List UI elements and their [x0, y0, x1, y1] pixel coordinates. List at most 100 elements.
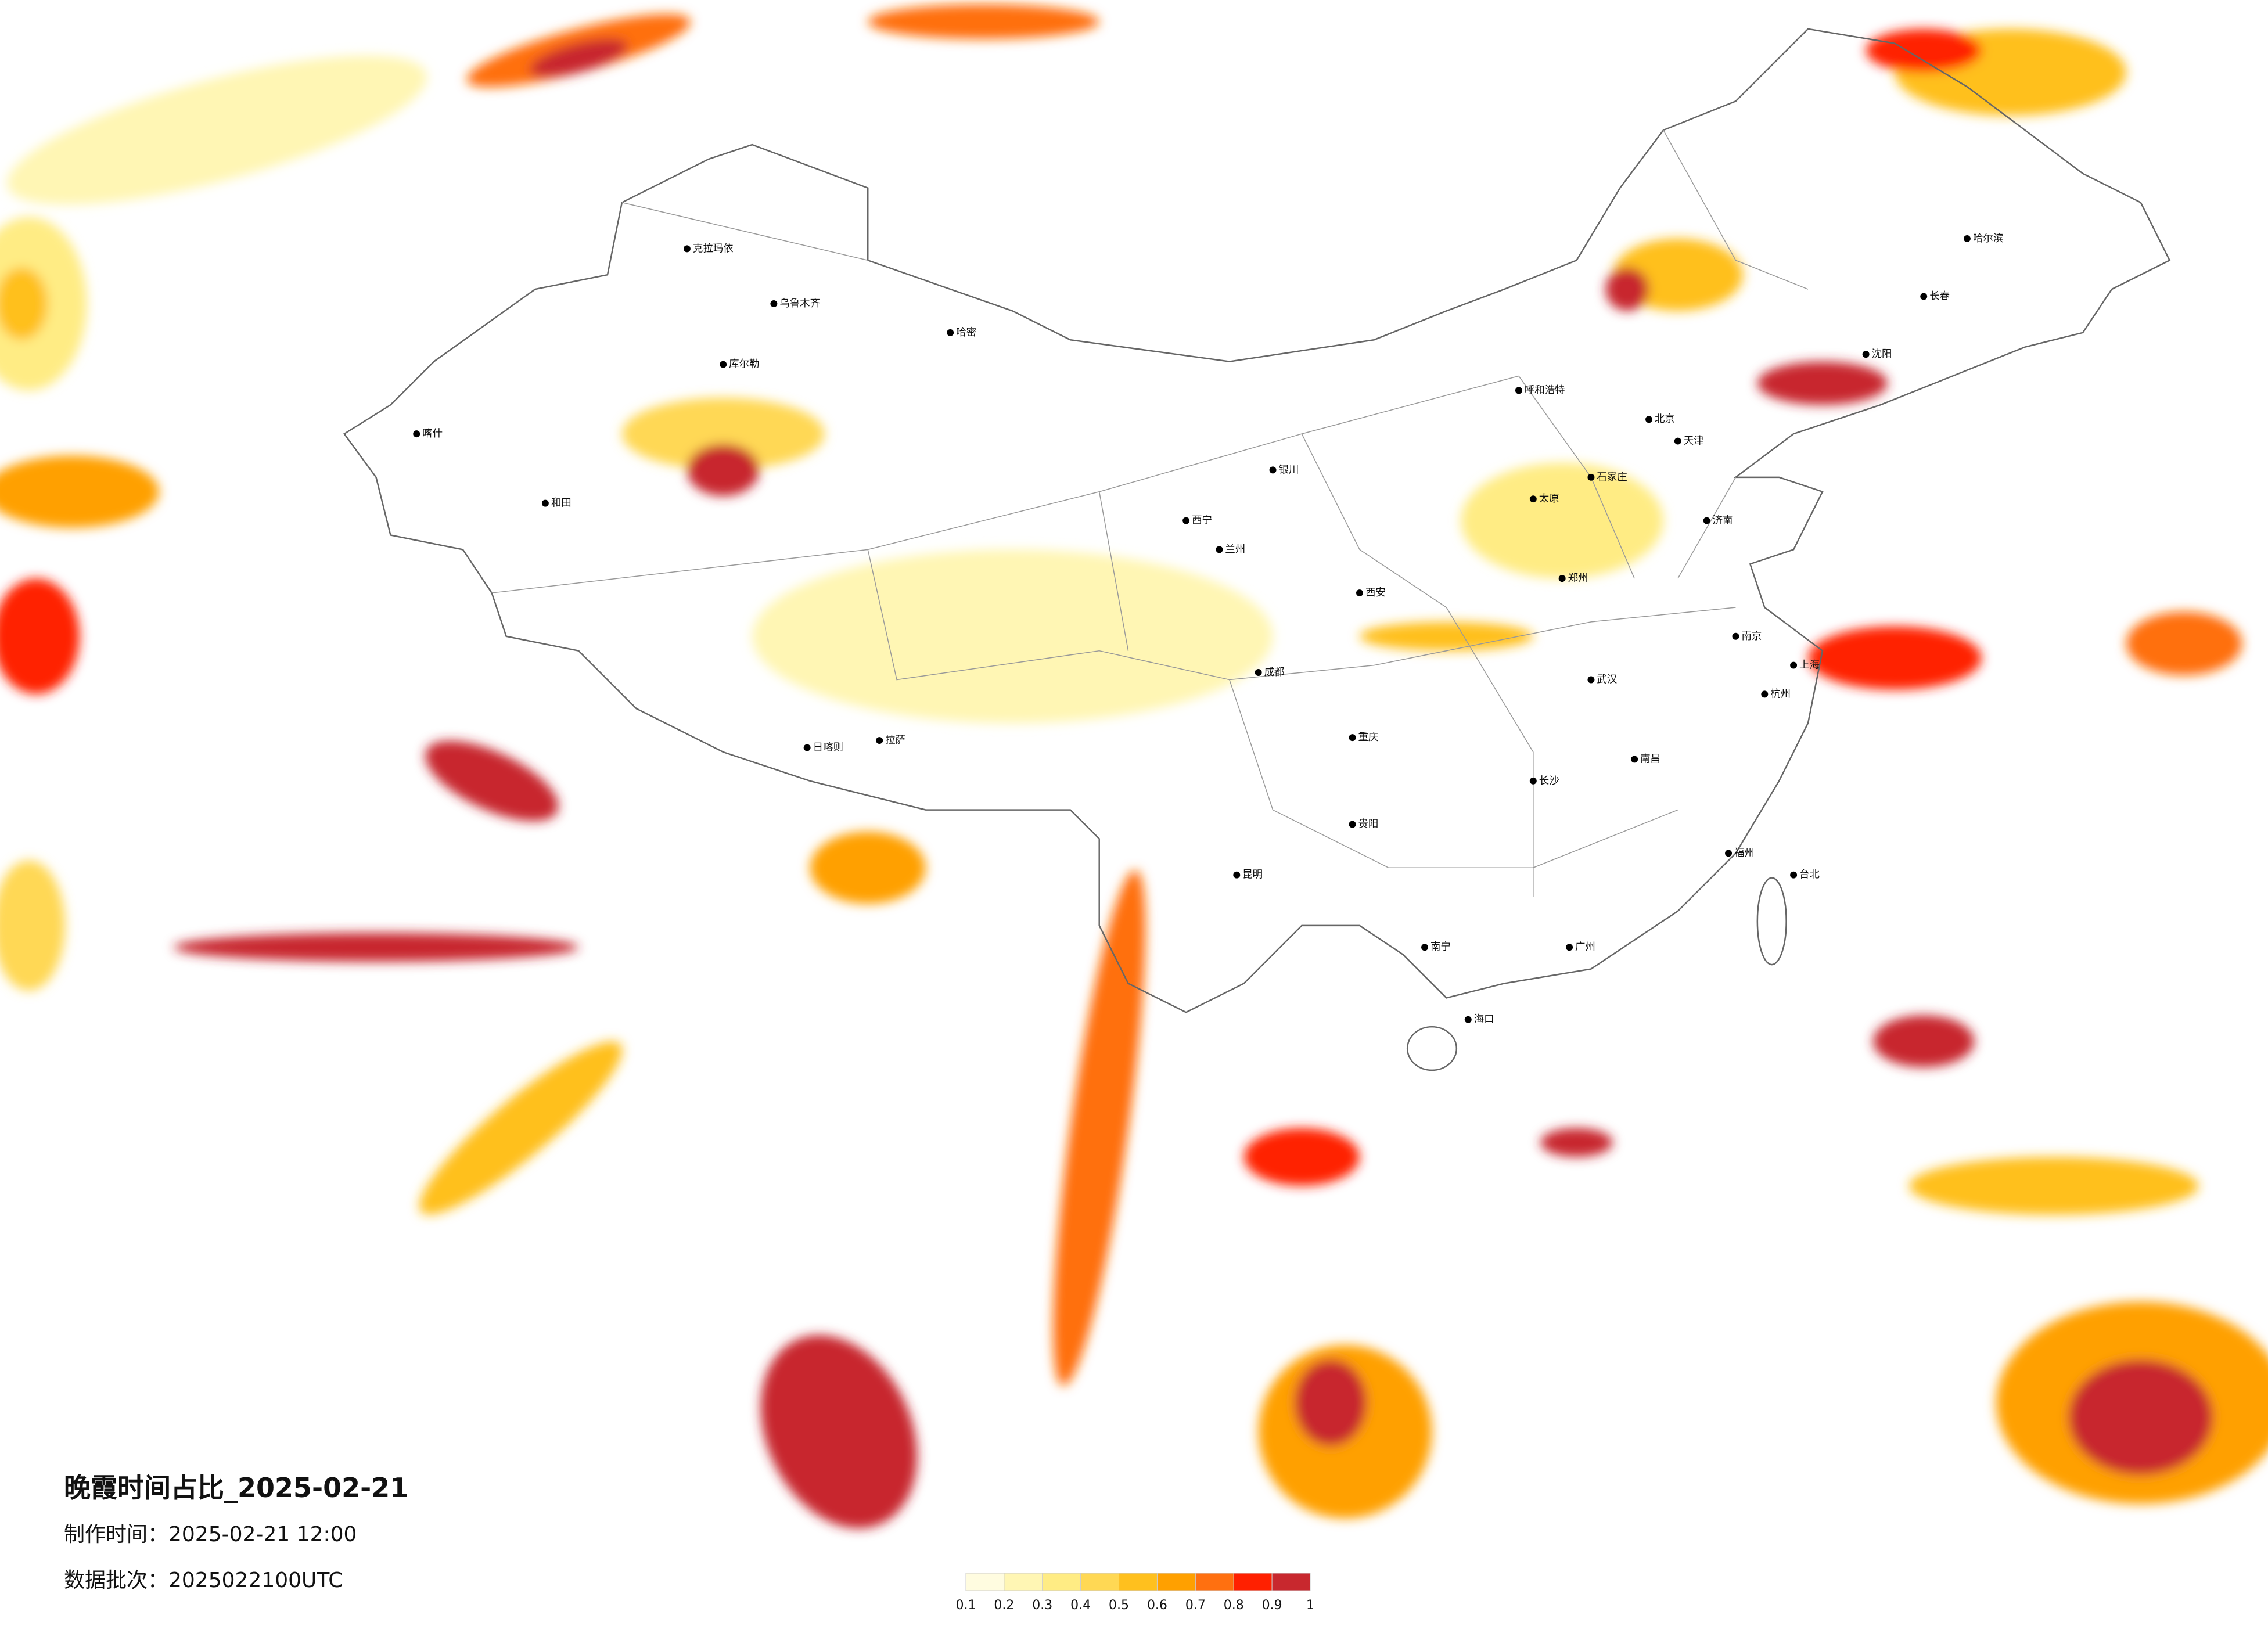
city-dot [1725, 850, 1733, 857]
city-dot [1790, 871, 1798, 879]
island-outline [1406, 1026, 1458, 1071]
city-label: 库尔勒 [729, 359, 759, 370]
city-dot [1631, 756, 1638, 763]
city-dot [1703, 517, 1710, 524]
city-dot [1233, 871, 1241, 879]
legend-tick: 0.1 [956, 1598, 976, 1613]
legend-tick: 0.8 [1224, 1598, 1244, 1613]
made-time: 制作时间：2025-02-21 12:00 [64, 1523, 357, 1546]
city-label: 南京 [1741, 631, 1762, 642]
legend-swatch [1271, 1573, 1311, 1591]
city-dot [1515, 387, 1522, 394]
city-label: 台北 [1799, 869, 1820, 881]
city-dot [1356, 589, 1363, 597]
city-dot [1963, 235, 1971, 242]
city-dot [770, 300, 778, 307]
legend-swatch [1156, 1573, 1196, 1591]
legend-tick: 0.2 [994, 1598, 1014, 1613]
city-label: 西宁 [1192, 515, 1212, 527]
city-dot [1558, 575, 1566, 582]
city-dot [1269, 466, 1277, 474]
city-label: 哈密 [956, 327, 976, 339]
city-dot [1566, 944, 1573, 951]
city-label: 贵阳 [1358, 819, 1378, 830]
city-dot [1464, 1016, 1472, 1023]
city-label: 重庆 [1358, 732, 1378, 743]
legend-tick: 0.6 [1147, 1598, 1167, 1613]
legend-swatch [965, 1573, 1005, 1591]
city-label: 呼和浩特 [1525, 384, 1565, 396]
legend-swatch [1080, 1573, 1120, 1591]
city-label: 北京 [1655, 413, 1675, 425]
legend-tick: 0.7 [1185, 1598, 1206, 1613]
city-label: 哈尔滨 [1973, 233, 2003, 244]
city-dot [1645, 416, 1653, 423]
city-dot [541, 499, 549, 507]
city-label: 银川 [1279, 464, 1299, 476]
city-label: 海口 [1474, 1014, 1494, 1026]
city-label: 南昌 [1640, 753, 1660, 765]
city-label: 郑州 [1568, 573, 1588, 584]
city-label: 拉萨 [885, 735, 905, 746]
city-dot [803, 744, 811, 751]
legend-tick: 0.9 [1262, 1598, 1282, 1613]
city-label: 喀什 [422, 428, 443, 440]
city-dot [720, 361, 727, 368]
batch: 数据批次：2025022100UTC [64, 1569, 343, 1592]
city-dot [1216, 546, 1223, 553]
city-label: 长沙 [1539, 775, 1559, 787]
city-dot [1349, 734, 1356, 742]
city-label: 克拉玛依 [693, 243, 734, 254]
city-label: 石家庄 [1597, 472, 1627, 483]
legend-tick: 0.3 [1032, 1598, 1052, 1613]
city-dot [1182, 517, 1190, 524]
city-label: 沈阳 [1872, 348, 1892, 360]
city-dot [1790, 661, 1798, 669]
city-label: 成都 [1264, 667, 1285, 678]
legend-swatch [1042, 1573, 1081, 1591]
city-label: 日喀则 [813, 742, 843, 754]
legend-swatch [1195, 1573, 1234, 1591]
city-dot [1732, 632, 1739, 640]
city-dot [413, 430, 420, 438]
city-label: 武汉 [1597, 674, 1617, 685]
city-label: 兰州 [1225, 544, 1245, 555]
city-label: 南宁 [1430, 941, 1451, 953]
city-dot [1349, 821, 1356, 828]
city-label: 天津 [1684, 436, 1704, 447]
legend-tick: 0.4 [1070, 1598, 1091, 1613]
city-label: 上海 [1799, 660, 1820, 671]
city-dot [1862, 351, 1870, 358]
legend-swatch [1119, 1573, 1158, 1591]
city-dot [1761, 690, 1769, 698]
country-outline [343, 28, 2171, 1013]
legend-swatch [1004, 1573, 1043, 1591]
city-label: 杭州 [1770, 688, 1791, 700]
city-dot [876, 737, 883, 744]
city-dot [1529, 495, 1537, 503]
city-label: 长春 [1929, 291, 1950, 303]
legend-tick: 0.5 [1109, 1598, 1129, 1613]
city-label: 西安 [1365, 587, 1386, 599]
title: 晚霞时间占比_2025-02-21 [64, 1472, 408, 1503]
legend-swatch [1233, 1573, 1273, 1591]
city-label: 太原 [1539, 493, 1559, 505]
city-dot [1255, 669, 1262, 677]
city-label: 昆明 [1242, 869, 1263, 881]
legend: 0.1 0.2 0.3 0.4 0.5 0.6 0.7 0.8 0.9 1 [956, 1573, 1314, 1613]
heat-field [0, 4, 2268, 1529]
city-label: 和田 [551, 498, 572, 509]
city-dot [1529, 777, 1537, 785]
city-dot [1587, 676, 1595, 684]
city-label: 广州 [1575, 941, 1595, 953]
city-dot [1674, 437, 1681, 445]
city-dot [1587, 473, 1595, 481]
city-label: 乌鲁木齐 [779, 298, 820, 310]
city-label: 济南 [1713, 515, 1733, 527]
legend-tick: 1 [1306, 1598, 1314, 1613]
city-dot [683, 245, 691, 253]
city-dot [1920, 293, 1928, 300]
